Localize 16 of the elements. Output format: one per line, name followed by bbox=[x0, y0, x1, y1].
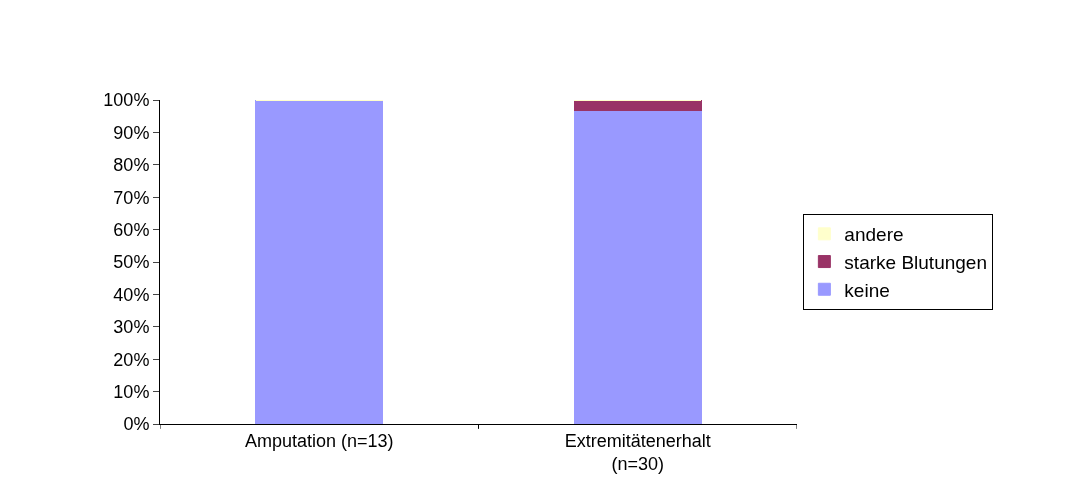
legend-label: andere bbox=[844, 224, 904, 246]
legend-label: starke Blutungen bbox=[844, 251, 987, 273]
y-tick-label: 70% bbox=[113, 187, 150, 208]
y-tick-label: 40% bbox=[113, 284, 150, 305]
y-tick-label: 20% bbox=[113, 349, 150, 370]
y-tick-label: 50% bbox=[113, 252, 150, 273]
y-tick-label: 10% bbox=[113, 381, 150, 402]
y-tick-label: 80% bbox=[113, 155, 150, 176]
legend-label: keine bbox=[844, 279, 890, 301]
y-tick-label: 60% bbox=[113, 219, 150, 240]
y-tick-label: 90% bbox=[113, 122, 150, 143]
x-tick-label: Amputation (n=13) bbox=[244, 430, 394, 451]
y-tick-label: 100% bbox=[103, 90, 150, 111]
y-tick-label: 0% bbox=[123, 414, 150, 435]
x-tick-label: Extremitätenerhalt (n=30) bbox=[564, 430, 711, 474]
y-tick-label: 30% bbox=[113, 317, 150, 338]
